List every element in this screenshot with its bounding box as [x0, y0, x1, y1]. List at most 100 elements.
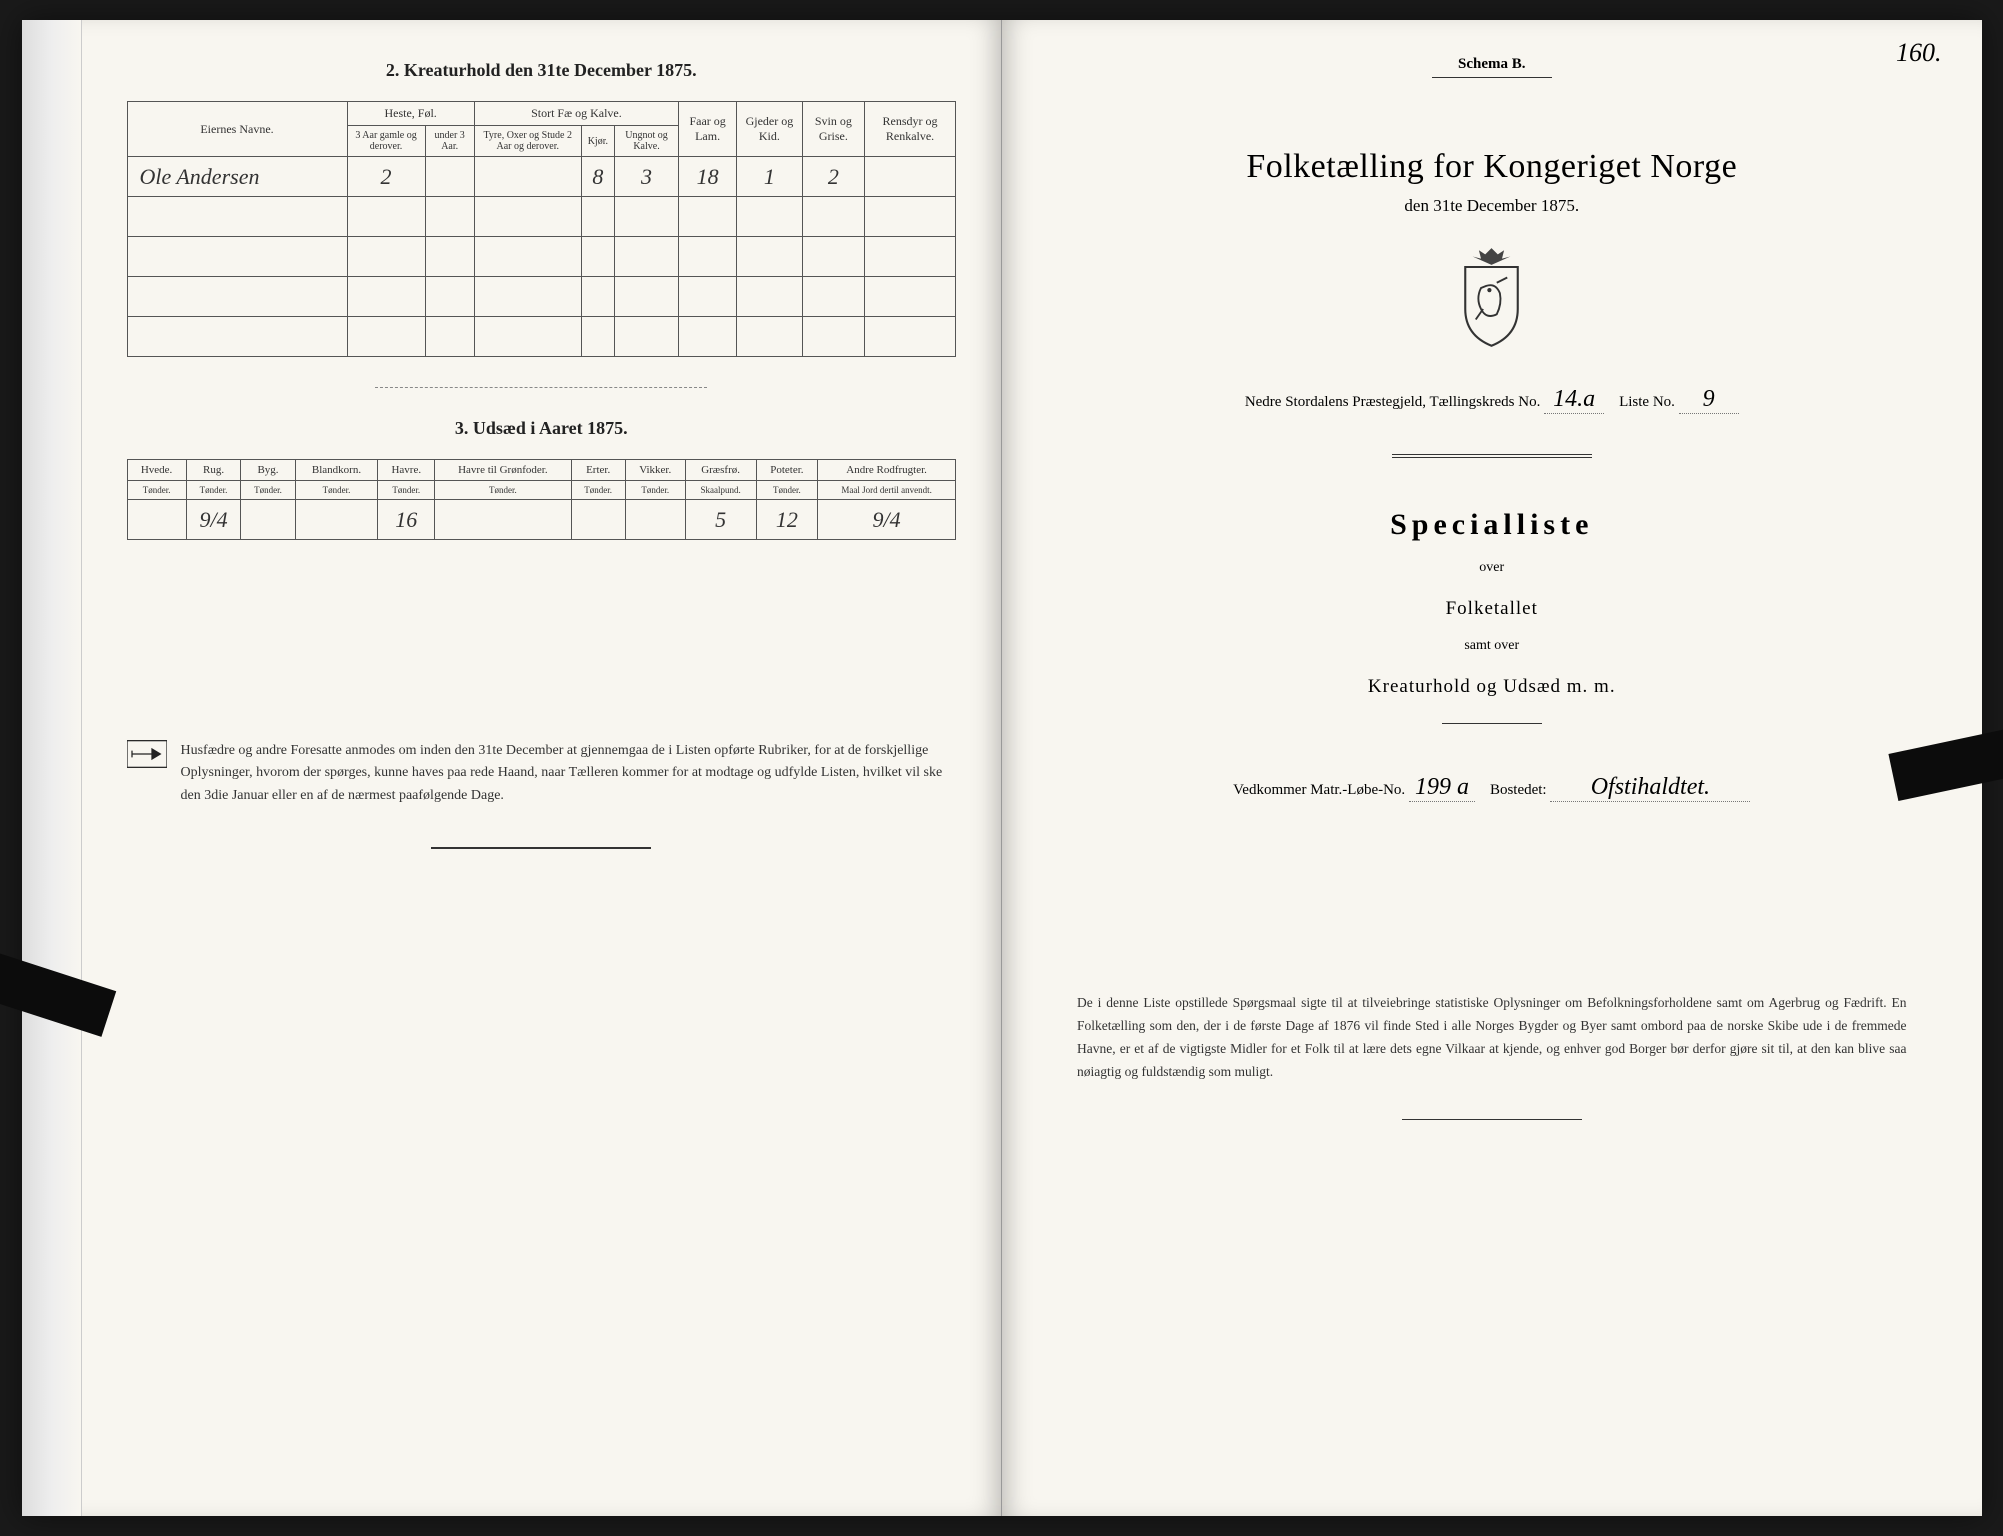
sub-bull: Tyre, Oxer og Stude 2 Aar og derover. [474, 126, 581, 157]
seed-col: Andre Rodfrugter. [818, 460, 956, 481]
seed-cell [295, 500, 378, 540]
cell-young: 3 [614, 157, 678, 197]
page-number: 160. [1896, 38, 1942, 68]
seed-cell: 9/4 [818, 500, 956, 540]
bosted-line: Vedkommer Matr.-Løbe-No. 199 a Bostedet:… [1047, 774, 1937, 802]
seed-col: Havre. [378, 460, 435, 481]
left-page: 2. Kreaturhold den 31te December 1875. E… [22, 20, 1003, 1516]
bosted-value: Ofstihaldtet. [1550, 774, 1750, 802]
table-row [127, 317, 956, 357]
explanatory-paragraph: De i denne Liste opstillede Spørgsmaal s… [1047, 992, 1937, 1084]
seed-unit: Tønder. [127, 481, 186, 500]
col-pig: Svin og Grise. [802, 102, 864, 157]
seed-col: Blandkorn. [295, 460, 378, 481]
note-text: Husfædre og andre Foresatte anmodes om i… [181, 740, 957, 807]
seed-unit: Tønder. [571, 481, 625, 500]
seed-cell: 16 [378, 500, 435, 540]
seed-col: Poteter. [756, 460, 818, 481]
seed-table: Hvede. Rug. Byg. Blandkorn. Havre. Havre… [127, 459, 957, 540]
cell-bull [474, 157, 581, 197]
seed-cell [571, 500, 625, 540]
seed-cell [625, 500, 685, 540]
matr-no: 199 a [1409, 774, 1475, 802]
col-reindeer: Rensdyr og Renkalve. [865, 102, 956, 157]
over-label: over [1047, 560, 1937, 576]
seed-col: Byg. [241, 460, 295, 481]
seed-col: Vikker. [625, 460, 685, 481]
table-row: 9/4 16 5 12 9/4 [127, 500, 956, 540]
seed-unit: Tønder. [625, 481, 685, 500]
seed-col: Hvede. [127, 460, 186, 481]
seed-col: Erter. [571, 460, 625, 481]
right-page: Schema B. 160. Folketælling for Kongerig… [1002, 20, 1982, 1516]
table-row: Ole Andersen 2 8 3 18 1 2 [127, 157, 956, 197]
table-row [127, 237, 956, 277]
closing-rule [1402, 1119, 1582, 1120]
double-rule [1392, 454, 1592, 458]
col-owner: Eiernes Navne. [127, 102, 347, 157]
seed-unit: Tønder. [295, 481, 378, 500]
cell-goat: 1 [737, 157, 803, 197]
census-title: Folketælling for Kongeriget Norge [1047, 148, 1937, 186]
coat-of-arms-icon [1449, 246, 1534, 351]
sub-young: Ungnot og Kalve. [614, 126, 678, 157]
liste-no: 9 [1679, 386, 1739, 414]
seed-cell [435, 500, 571, 540]
census-date: den 31te December 1875. [1047, 196, 1937, 216]
seed-col: Havre til Grønfoder. [435, 460, 571, 481]
sub-horse-young: under 3 Aar. [425, 126, 474, 157]
seed-cell [127, 500, 186, 540]
schema-text: Schema B. [1458, 56, 1526, 72]
seed-unit: Tønder. [435, 481, 571, 500]
col-sheep: Faar og Lam. [679, 102, 737, 157]
seed-cell [241, 500, 295, 540]
seed-col: Græsfrø. [685, 460, 756, 481]
section-2-title: 2. Kreaturhold den 31te December 1875. [127, 60, 957, 81]
col-goat: Gjeder og Kid. [737, 102, 803, 157]
small-rule [1442, 723, 1542, 724]
cell-sheep: 18 [679, 157, 737, 197]
kreds-no: 14.a [1544, 386, 1604, 414]
kreatur-label: Kreaturhold og Udsæd m. m. [1047, 676, 1937, 698]
seed-col: Rug. [186, 460, 241, 481]
seed-cell: 12 [756, 500, 818, 540]
parish-label: Nedre Stordalens Præstegjeld, Tællingskr… [1245, 394, 1541, 410]
sub-cow: Kjør. [581, 126, 614, 157]
samt-over-label: samt over [1047, 638, 1937, 654]
seed-unit: Maal Jord dertil anvendt. [818, 481, 956, 500]
binding-edge [22, 20, 82, 1516]
seed-unit: Skaalpund. [685, 481, 756, 500]
open-book: 2. Kreaturhold den 31te December 1875. E… [22, 20, 1982, 1516]
bosted-label: Bostedet: [1490, 782, 1547, 798]
table-row [127, 197, 956, 237]
pointing-hand-icon [127, 740, 167, 768]
seed-unit: Tønder. [241, 481, 295, 500]
cell-horse-old: 2 [347, 157, 425, 197]
divider [375, 387, 707, 388]
sub-horse-old: 3 Aar gamle og derover. [347, 126, 425, 157]
seed-unit-row: Tønder. Tønder. Tønder. Tønder. Tønder. … [127, 481, 956, 500]
liste-label: Liste No. [1619, 394, 1675, 410]
col-group-horse: Heste, Føl. [347, 102, 474, 126]
col-group-cattle: Stort Fæ og Kalve. [474, 102, 678, 126]
cell-pig: 2 [802, 157, 864, 197]
cell-horse-young [425, 157, 474, 197]
seed-cell: 9/4 [186, 500, 241, 540]
seed-cell: 5 [685, 500, 756, 540]
specialliste-heading: Specialliste [1047, 508, 1937, 542]
schema-label: Schema B. [1047, 56, 1937, 78]
page-clip-icon [1888, 727, 2003, 801]
section-3-title: 3. Udsæd i Aaret 1875. [127, 418, 957, 439]
parish-line: Nedre Stordalens Præstegjeld, Tællingskr… [1047, 386, 1937, 414]
folketallet-label: Folketallet [1047, 598, 1937, 620]
table-row [127, 277, 956, 317]
instruction-note: Husfædre og andre Foresatte anmodes om i… [127, 740, 957, 807]
seed-unit: Tønder. [378, 481, 435, 500]
bottom-rule [431, 847, 651, 849]
seed-unit: Tønder. [756, 481, 818, 500]
seed-unit: Tønder. [186, 481, 241, 500]
cell-reindeer [865, 157, 956, 197]
cell-owner: Ole Andersen [127, 157, 347, 197]
seed-header-row: Hvede. Rug. Byg. Blandkorn. Havre. Havre… [127, 460, 956, 481]
cell-cow: 8 [581, 157, 614, 197]
